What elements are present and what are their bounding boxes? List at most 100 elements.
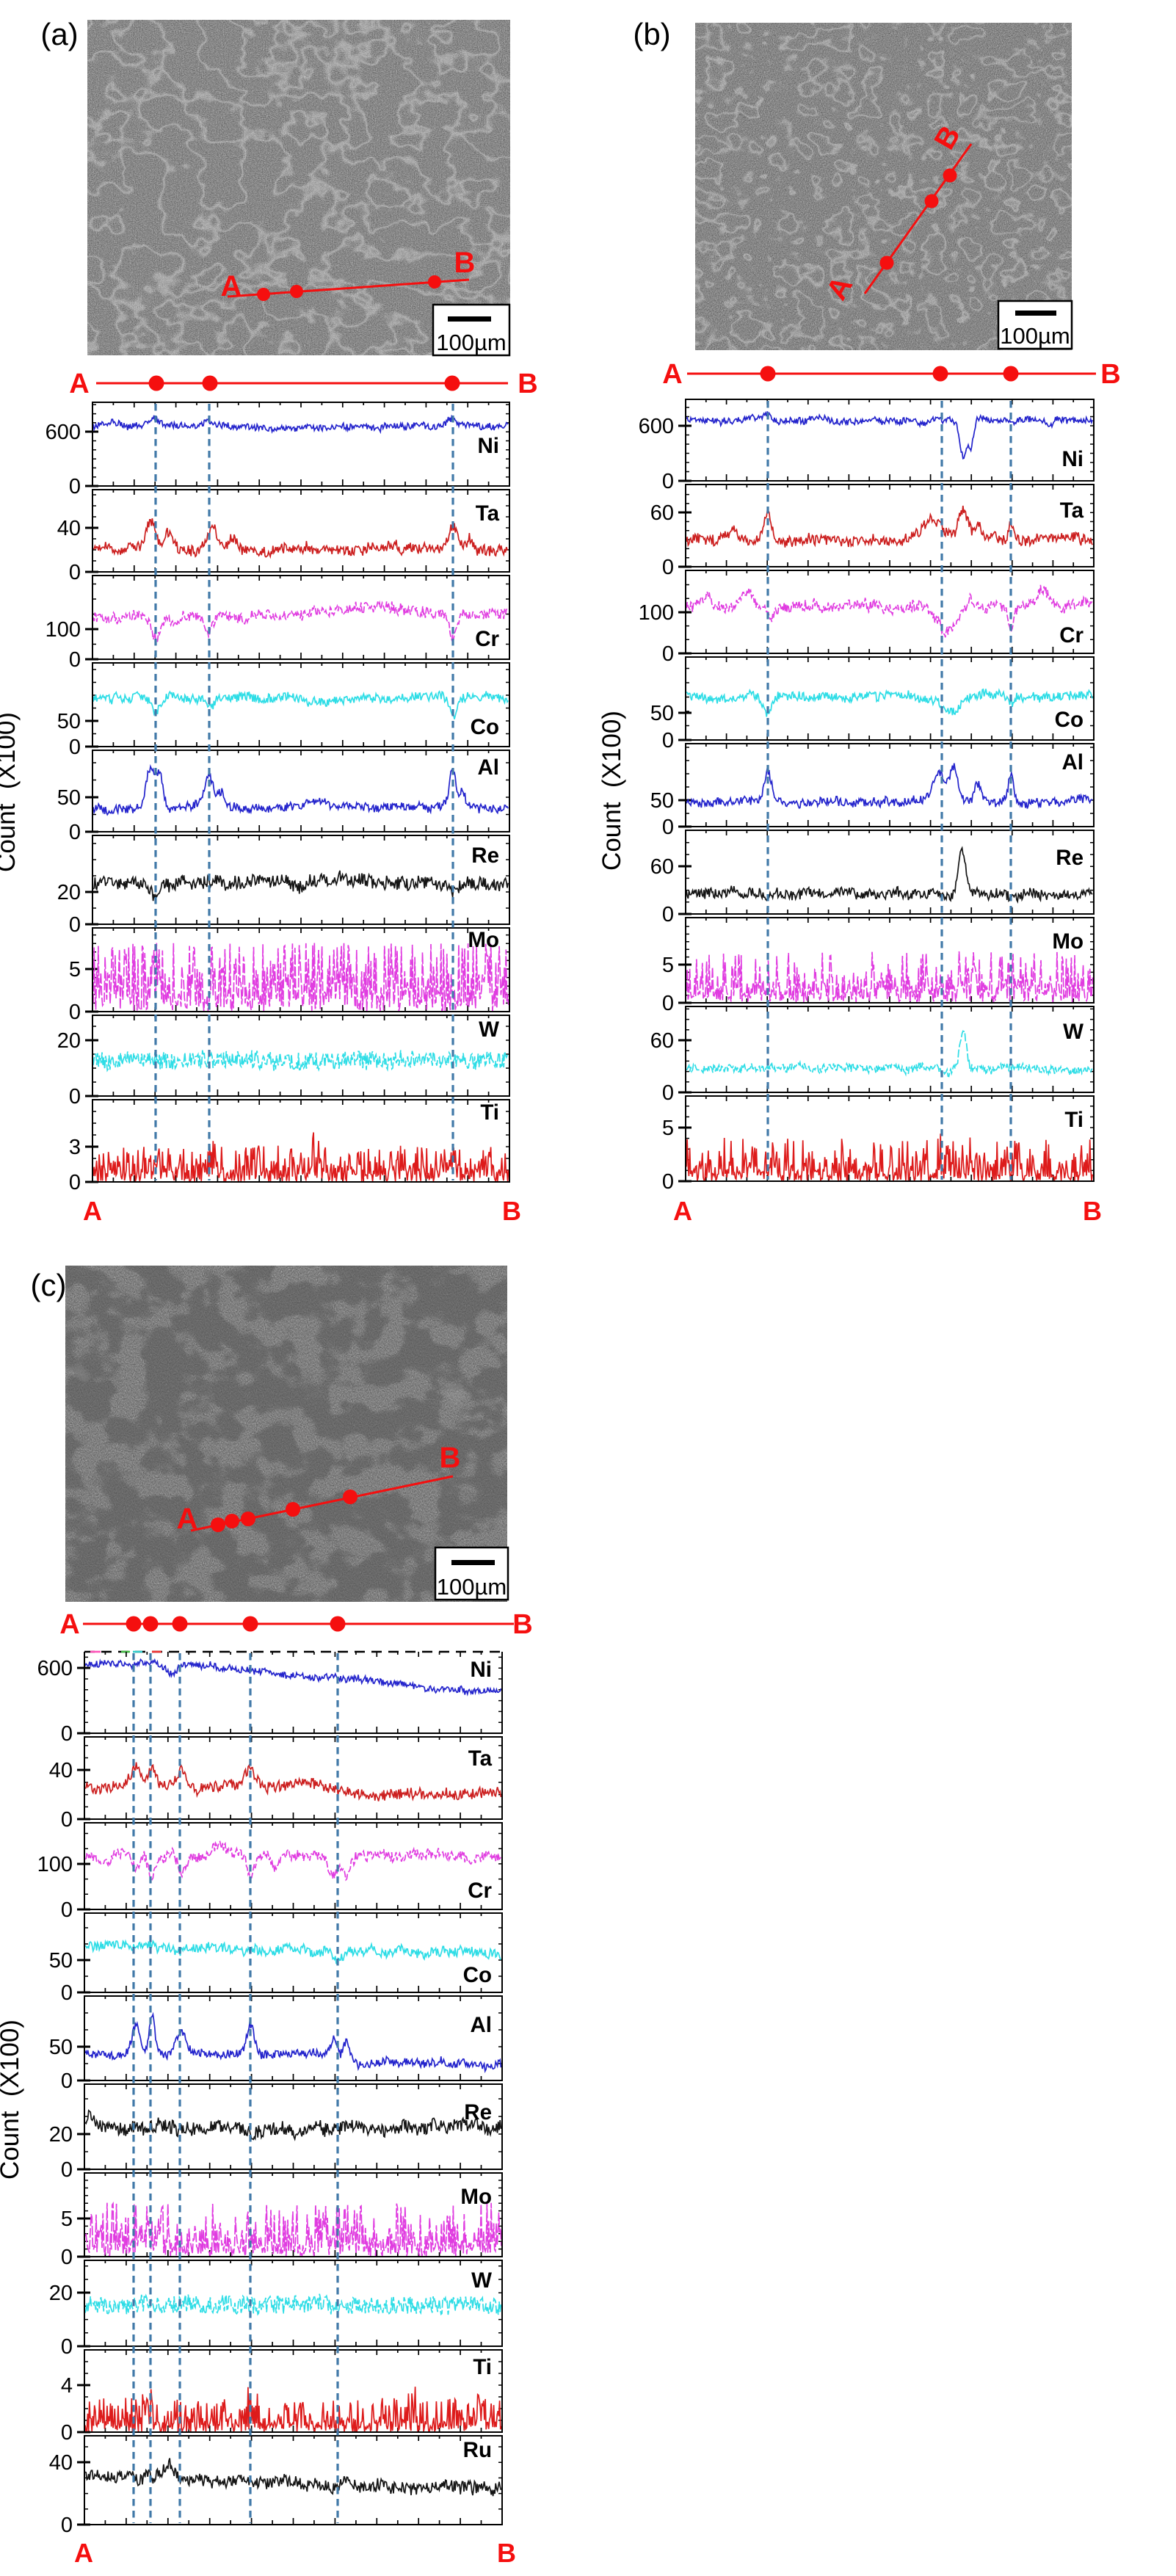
svg-text:20: 20 xyxy=(49,2123,73,2147)
svg-text:5: 5 xyxy=(662,1117,674,1140)
svg-text:Cr: Cr xyxy=(1059,623,1084,647)
svg-text:100: 100 xyxy=(639,601,674,625)
svg-text:0: 0 xyxy=(662,903,674,926)
svg-text:Ni: Ni xyxy=(1062,447,1084,471)
svg-text:100µm: 100µm xyxy=(437,1574,507,1600)
svg-text:Cr: Cr xyxy=(468,1879,492,1903)
svg-text:0: 0 xyxy=(61,2069,73,2093)
svg-text:100µm: 100µm xyxy=(436,330,506,355)
svg-text:40: 40 xyxy=(49,1759,73,1782)
svg-text:600: 600 xyxy=(639,415,674,438)
svg-text:0: 0 xyxy=(69,821,81,844)
svg-text:0: 0 xyxy=(61,2335,73,2359)
svg-text:Ta: Ta xyxy=(1060,498,1084,523)
svg-text:0: 0 xyxy=(69,913,81,937)
svg-text:W: W xyxy=(471,2268,492,2293)
svg-text:Re: Re xyxy=(471,843,499,868)
svg-text:Co: Co xyxy=(463,1963,492,1987)
svg-text:A: A xyxy=(673,1196,692,1226)
svg-text:0: 0 xyxy=(61,1898,73,1922)
svg-text:60: 60 xyxy=(650,855,674,879)
svg-text:0: 0 xyxy=(69,736,81,759)
svg-text:Co: Co xyxy=(471,715,499,739)
svg-text:0: 0 xyxy=(69,1001,81,1024)
svg-text:5: 5 xyxy=(662,954,674,977)
svg-text:B: B xyxy=(440,1442,461,1474)
svg-text:Ni: Ni xyxy=(471,1658,493,1682)
svg-text:50: 50 xyxy=(650,702,674,725)
svg-text:Al: Al xyxy=(478,755,500,780)
svg-text:0: 0 xyxy=(662,642,674,666)
svg-text:50: 50 xyxy=(650,789,674,813)
svg-text:50: 50 xyxy=(49,2036,73,2059)
svg-text:Co: Co xyxy=(1055,708,1084,732)
svg-text:3: 3 xyxy=(69,1136,81,1159)
svg-text:B: B xyxy=(454,247,476,279)
svg-text:5: 5 xyxy=(61,2207,73,2231)
svg-text:B: B xyxy=(502,1196,521,1226)
svg-text:0: 0 xyxy=(61,2158,73,2182)
svg-text:0: 0 xyxy=(662,556,674,579)
svg-text:B: B xyxy=(518,369,537,399)
svg-text:B: B xyxy=(497,2538,516,2568)
svg-text:0: 0 xyxy=(662,816,674,839)
svg-text:A: A xyxy=(83,1196,102,1226)
svg-text:Ru: Ru xyxy=(463,2438,492,2462)
svg-text:20: 20 xyxy=(57,881,81,904)
svg-text:60: 60 xyxy=(650,1029,674,1053)
svg-text:B: B xyxy=(512,1609,532,1640)
svg-text:Re: Re xyxy=(464,2100,492,2125)
svg-text:W: W xyxy=(1063,1020,1084,1044)
svg-text:100µm: 100µm xyxy=(1000,323,1070,349)
svg-text:Al: Al xyxy=(1062,750,1084,774)
svg-text:Ti: Ti xyxy=(1064,1108,1084,1132)
svg-text:600: 600 xyxy=(46,421,81,444)
svg-text:40: 40 xyxy=(57,517,81,540)
svg-text:5: 5 xyxy=(69,958,81,982)
svg-text:Al: Al xyxy=(471,2013,493,2037)
svg-text:Count (X100): Count (X100) xyxy=(0,712,21,872)
svg-text:Re: Re xyxy=(1056,846,1084,870)
svg-text:A: A xyxy=(74,2538,93,2568)
svg-text:Ta: Ta xyxy=(476,501,500,526)
svg-text:Mo: Mo xyxy=(460,2185,492,2209)
svg-text:60: 60 xyxy=(650,501,674,525)
svg-text:Ni: Ni xyxy=(478,434,500,458)
svg-text:100: 100 xyxy=(37,1853,73,1876)
svg-text:50: 50 xyxy=(57,786,81,810)
svg-text:(a): (a) xyxy=(40,17,78,51)
svg-text:0: 0 xyxy=(61,2246,73,2269)
svg-text:(b): (b) xyxy=(633,17,670,51)
svg-text:B: B xyxy=(1100,359,1120,390)
svg-text:20: 20 xyxy=(49,2282,73,2305)
svg-text:0: 0 xyxy=(61,2421,73,2445)
svg-text:4: 4 xyxy=(61,2374,73,2398)
svg-text:W: W xyxy=(479,1017,499,1042)
svg-text:(c): (c) xyxy=(31,1268,67,1302)
svg-text:0: 0 xyxy=(61,1808,73,1832)
svg-text:Mo: Mo xyxy=(468,928,499,952)
svg-text:A: A xyxy=(59,1609,79,1640)
svg-text:0: 0 xyxy=(69,1085,81,1109)
svg-text:0: 0 xyxy=(662,1170,674,1194)
svg-text:0: 0 xyxy=(61,2514,73,2537)
svg-text:0: 0 xyxy=(662,1081,674,1105)
svg-text:0: 0 xyxy=(61,1981,73,2005)
svg-text:Ti: Ti xyxy=(480,1100,499,1125)
svg-text:B: B xyxy=(1083,1196,1102,1226)
svg-text:0: 0 xyxy=(69,648,81,672)
svg-text:40: 40 xyxy=(49,2451,73,2475)
svg-text:600: 600 xyxy=(37,1657,73,1680)
svg-text:A: A xyxy=(177,1503,198,1535)
svg-text:Ti: Ti xyxy=(473,2355,492,2379)
svg-text:Ta: Ta xyxy=(468,1746,493,1771)
svg-text:Cr: Cr xyxy=(475,627,499,651)
svg-text:0: 0 xyxy=(662,992,674,1015)
svg-text:20: 20 xyxy=(57,1029,81,1053)
svg-text:0: 0 xyxy=(662,729,674,752)
svg-text:50: 50 xyxy=(49,1949,73,1973)
svg-text:Count (X100): Count (X100) xyxy=(598,711,626,871)
svg-text:A: A xyxy=(221,270,242,302)
svg-text:A: A xyxy=(662,359,682,390)
svg-text:Count (X100): Count (X100) xyxy=(0,2020,24,2180)
